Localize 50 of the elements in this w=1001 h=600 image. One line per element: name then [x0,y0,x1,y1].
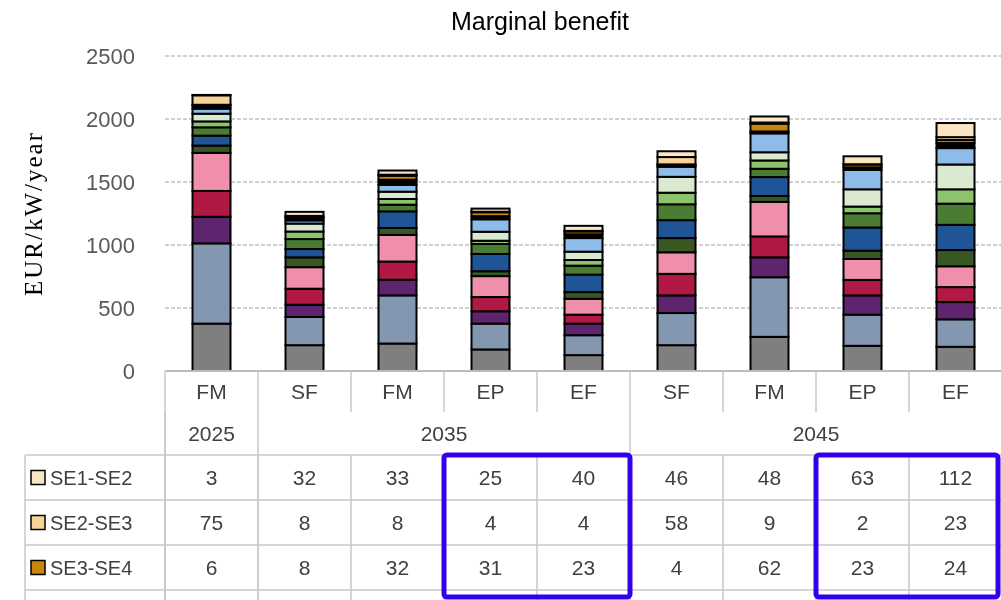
y-tick-label: 0 [122,358,135,384]
data-label: 58 [664,510,689,534]
data-label: 4 [670,555,683,579]
y-tick-label: 500 [98,295,135,321]
data-label: 2 [856,510,869,534]
data-label: 8 [298,510,311,534]
data-label: 112 [938,465,973,489]
data-label: 23 [850,555,875,579]
data-label: 8 [391,510,404,534]
data-label: 63 [850,465,875,489]
data-label: 75 [199,510,224,534]
data-label: 48 [757,465,782,489]
data-label: 46 [664,465,689,489]
data-label: 32 [385,555,410,579]
data-label: 6 [205,555,218,579]
text: 2035 [420,422,468,446]
data-label: 4 [577,510,590,534]
chart-title: Marginal benefit [451,7,629,35]
x-tick-label: FM [196,380,227,404]
y-tick-label: 2500 [86,43,135,69]
data-label: 31 [478,555,503,579]
x-tick-label: SF [663,380,690,404]
x-tick-label: EF [942,380,969,404]
data-label: 4 [484,510,497,534]
data-label: 32 [292,465,317,489]
data-label: 23 [571,555,596,579]
x-tick-label: SF [291,380,318,404]
x-tick-label: FM [382,380,413,404]
y-tick-label: 2000 [86,106,135,132]
legend-label: SE3-SE4 [50,556,133,579]
x-tick-label: EP [848,380,877,404]
text: 2025 [188,422,235,446]
data-label: 24 [943,555,968,579]
data-label: 33 [385,465,410,489]
data-label: 3 [205,465,218,489]
y-tick-label: 1000 [86,232,135,258]
data-label: 8 [298,555,311,579]
text: 2045 [792,422,840,446]
x-tick-label: EP [476,380,505,404]
y-tick-label: 1500 [86,169,135,195]
x-tick-label: EF [570,380,597,404]
legend-label: SE2-SE3 [50,511,133,534]
x-tick-label: FM [754,380,785,404]
data-label: 23 [943,510,968,534]
legend-label: SE1-SE2 [50,466,133,489]
data-label: 9 [763,510,776,534]
data-label: 40 [571,465,596,489]
data-label: 25 [478,465,503,489]
y-axis-title: EUR/kW/year [20,130,47,297]
data-label: 62 [757,555,782,579]
